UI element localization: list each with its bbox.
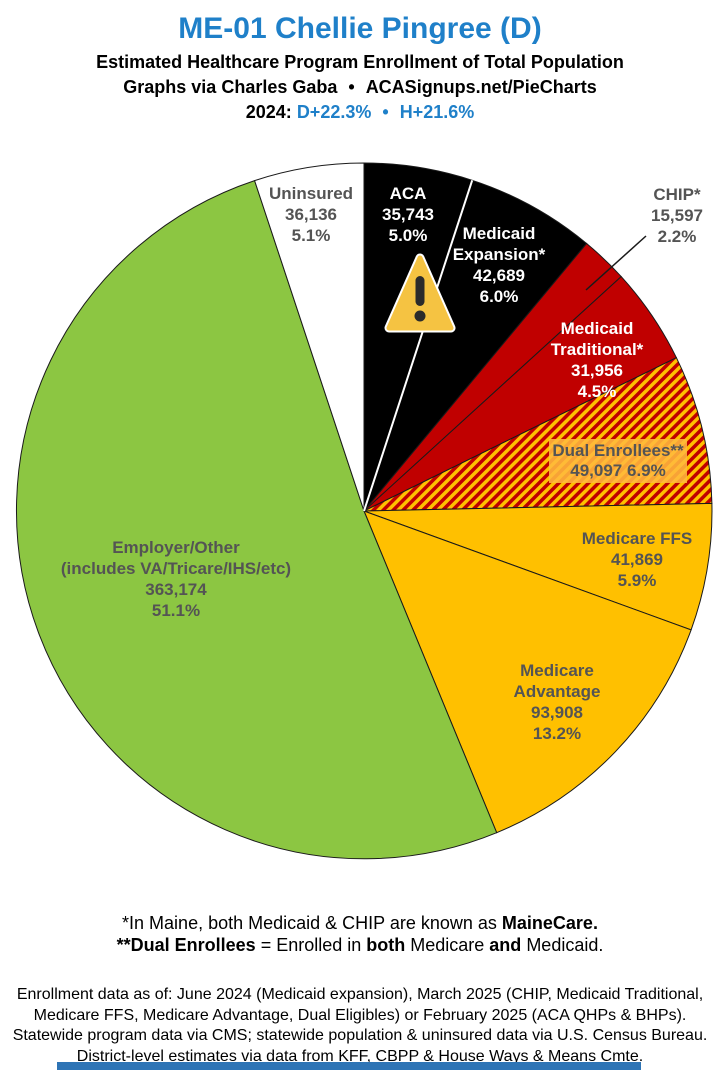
slice-label-medicaid-expansion: Medicaid Expansion* 42,689 6.0%	[452, 224, 546, 306]
pie-slice-medicaid-expansion	[363, 179, 588, 512]
bullet-separator: •	[348, 77, 355, 97]
slice-label-dual-enrollees: Dual Enrollees** 49,097 6.9%	[549, 439, 687, 483]
data-sources-block: Enrollment data as of: June 2024 (Medica…	[0, 985, 720, 1067]
slice-label-aca: ACA 35,743 5.0%	[382, 184, 434, 245]
dual-value-line: 49,097 6.9%	[570, 461, 666, 480]
chip-leader-line	[585, 235, 647, 291]
subtitle: Estimated Healthcare Program Enrollment …	[96, 52, 624, 72]
pie-slice-employer-other	[15, 179, 498, 860]
pie-slice-medicare-ffs	[363, 502, 713, 631]
pie-slices	[15, 162, 713, 860]
harris-margin: H+21.6%	[399, 102, 475, 122]
dem-margin: D+22.3%	[296, 102, 372, 122]
source-line: Statewide program data via CMS; statewid…	[12, 1027, 708, 1044]
source-line: District-level estimates via data from K…	[76, 1047, 644, 1065]
credit-site: ACASignups.net/PieCharts	[365, 77, 597, 97]
credit-author: Graphs via Charles Gaba	[123, 77, 338, 97]
slice-label-employer-other: Employer/Other (includes VA/Tricare/IHS/…	[60, 538, 292, 620]
warning-icon	[384, 253, 456, 333]
footnote-dual-enrollees: **Dual Enrollees = Enrolled in both Medi…	[116, 935, 604, 955]
footnote-mainecare: *In Maine, both Medicaid & CHIP are know…	[122, 913, 598, 933]
bullet-separator: •	[382, 102, 389, 122]
partisan-lean-line: 2024: D+22.3% • H+21.6%	[0, 102, 720, 123]
source-line: Medicare FFS, Medicare Advantage, Dual E…	[33, 1006, 687, 1024]
source-line: Enrollment data as of: June 2024 (Medica…	[16, 986, 704, 1003]
slice-label-medicare-advantage: Medicare Advantage 93,908 13.2%	[513, 661, 601, 743]
footer-bar	[57, 1062, 641, 1070]
slice-label-medicaid-traditional: Medicaid Traditional* 31,956 4.5%	[550, 319, 644, 401]
slice-label-chip: CHIP* 15,597 2.2%	[651, 185, 703, 246]
slice-label-medicare-ffs: Medicare FFS 41,869 5.9%	[581, 529, 693, 590]
credit-line: Graphs via Charles Gaba • ACASignups.net/P…	[0, 77, 720, 98]
year-label: 2024:	[245, 102, 292, 122]
page-title: ME-01 Chellie Pingree (D)	[178, 12, 542, 45]
aca-expansion-separator-line	[363, 179, 474, 512]
pie-slice-medicare-advantage	[363, 510, 692, 834]
pie-slice-uninsured	[253, 162, 365, 512]
slice-label-uninsured: Uninsured 36,136 5.1%	[268, 184, 354, 245]
